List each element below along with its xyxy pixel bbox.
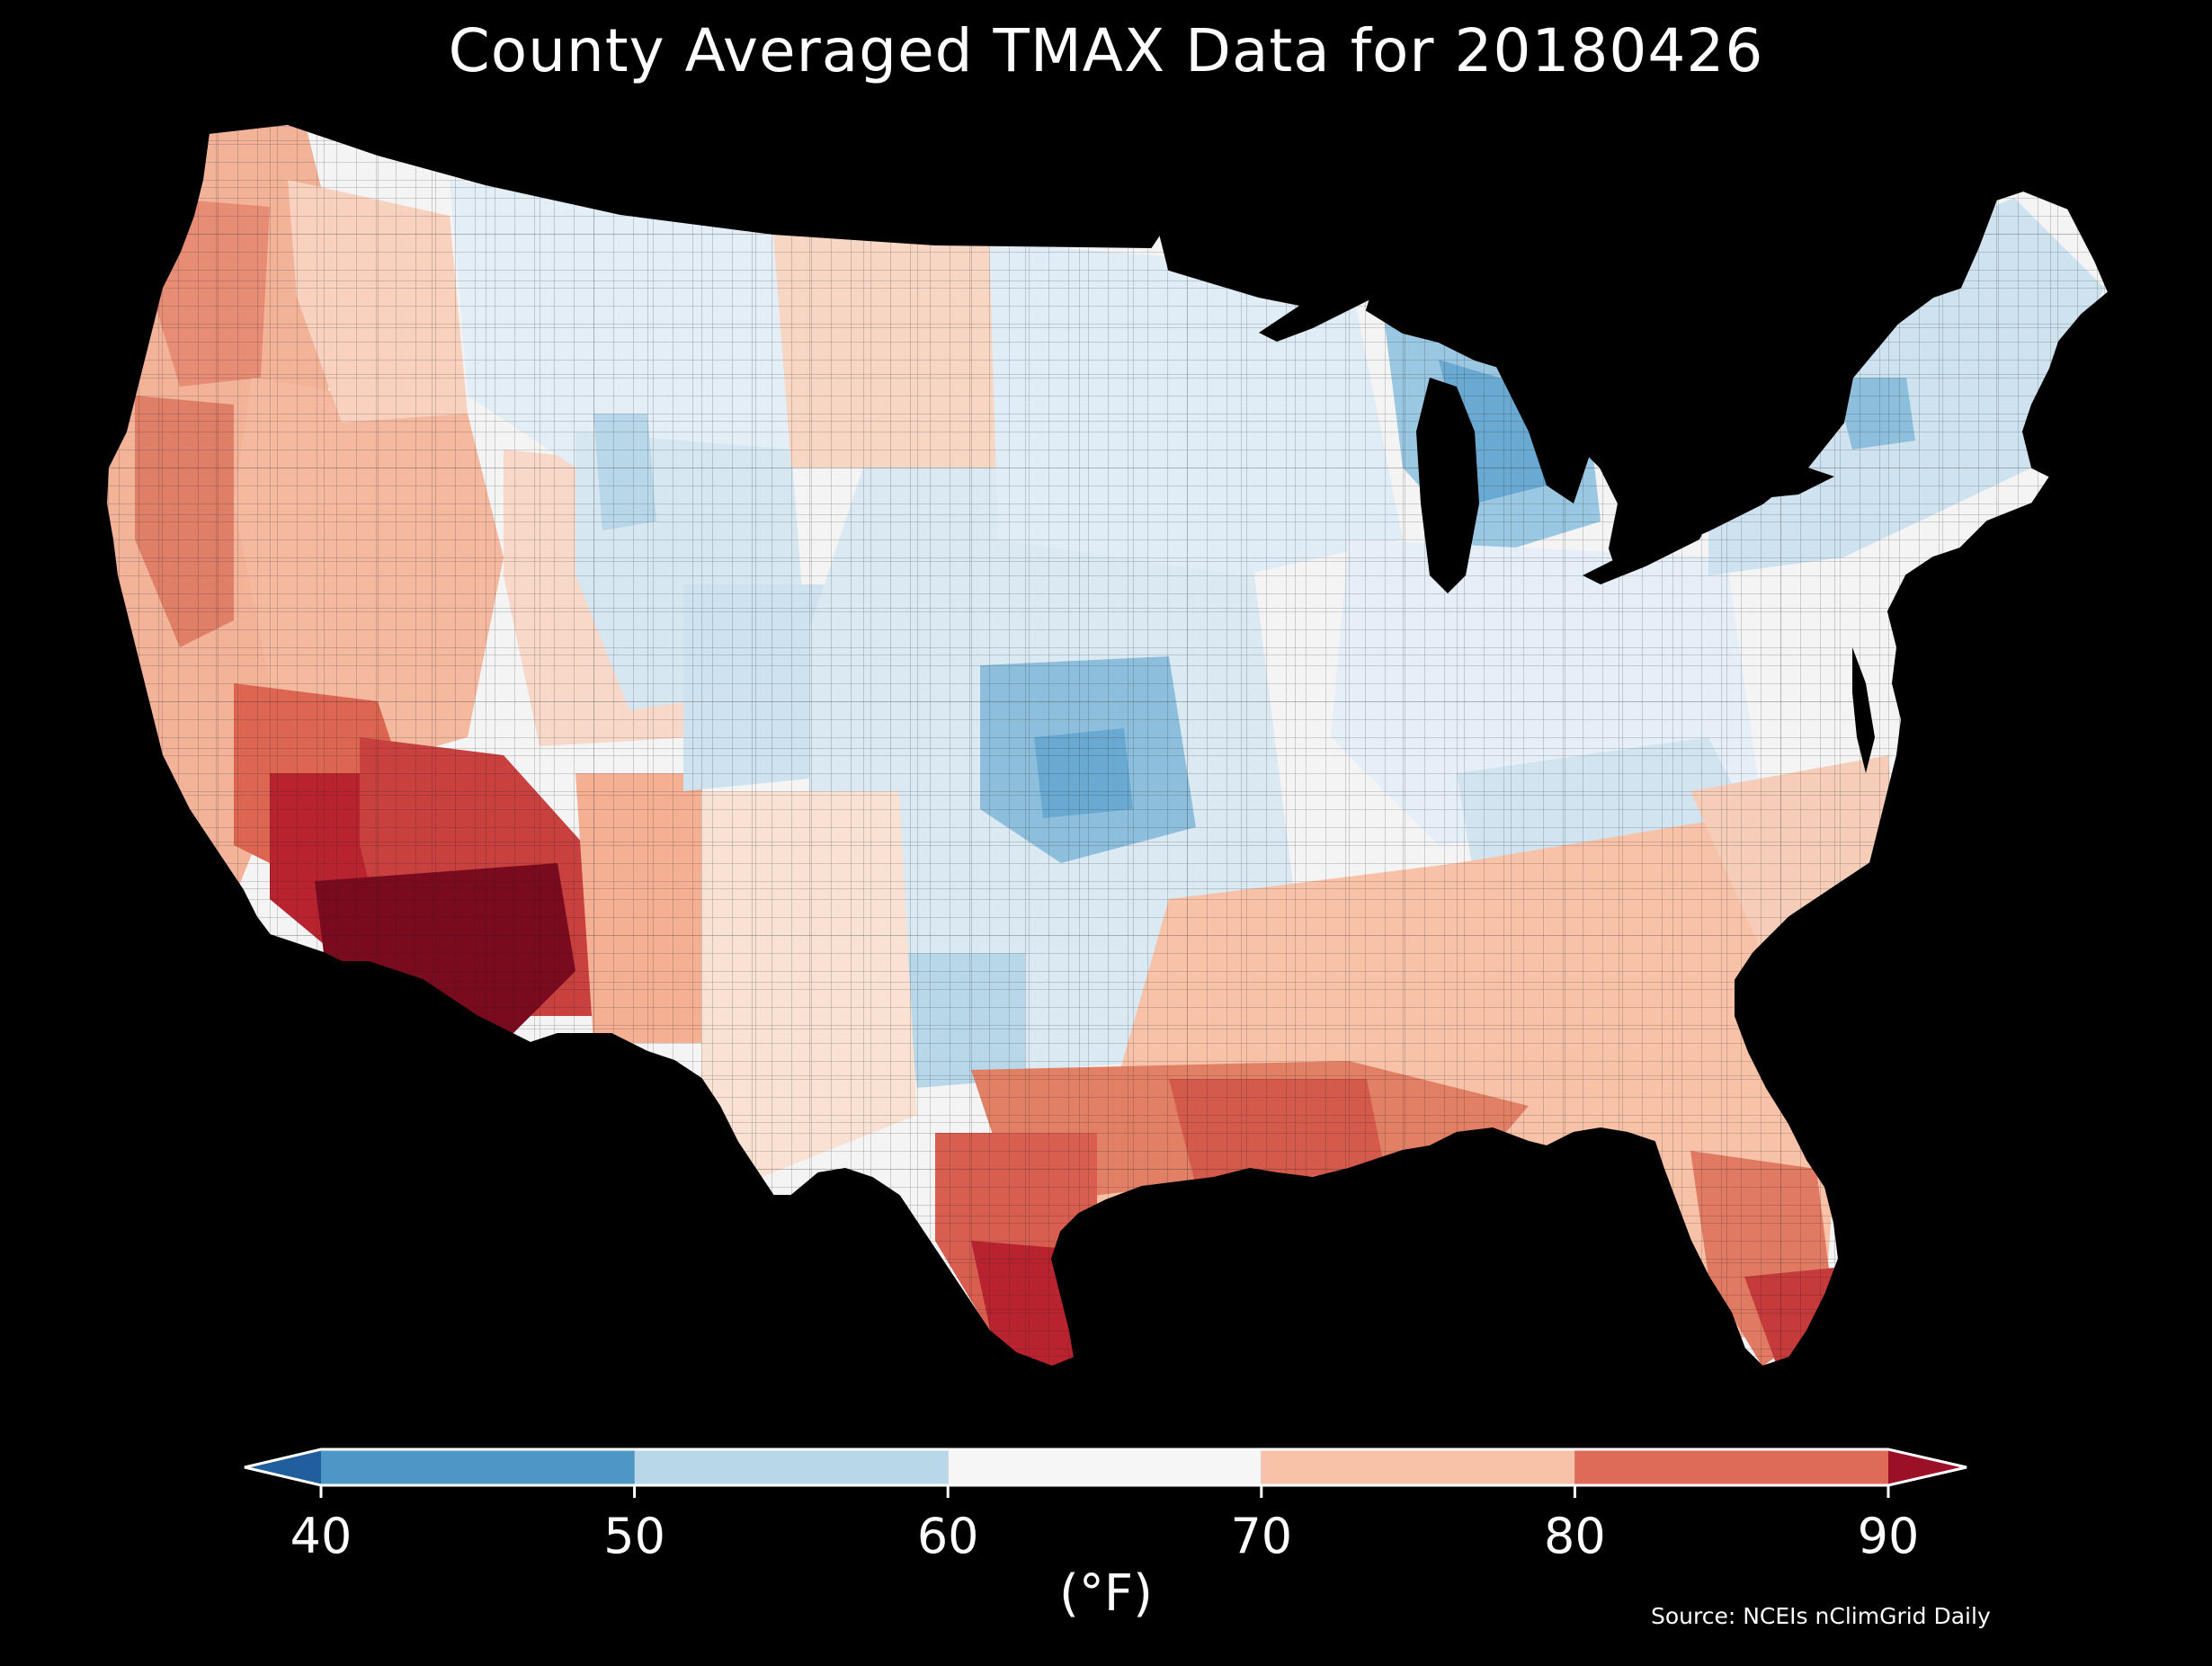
- colorbar-over-arrow: [1888, 1449, 1967, 1485]
- map-title: County Averaged TMAX Data for 20180426: [448, 16, 1764, 85]
- colorbar-ticks: 40 50 60 70 80 90: [290, 1485, 1920, 1564]
- colorbar-bin-80-90: [1574, 1449, 1888, 1485]
- lake-ontario: [1744, 468, 1834, 499]
- colorbar-under-arrow: [245, 1449, 321, 1485]
- lake-michigan: [1416, 378, 1479, 593]
- colorbar-bin-50-60: [634, 1449, 949, 1485]
- colorbar-tick-label: 60: [917, 1508, 979, 1564]
- colorbar-unit-label: (°F): [1059, 1564, 1153, 1623]
- colorbar-tick-label: 40: [290, 1508, 352, 1564]
- colorbar-bin-40-50: [321, 1449, 635, 1485]
- colorbar-bin-60-70: [948, 1449, 1262, 1485]
- colorbar-bins: [321, 1449, 1888, 1485]
- colorbar-tick-label: 70: [1230, 1508, 1292, 1564]
- colorbar: 40 50 60 70 80 90: [244, 1448, 1967, 1564]
- source-note: Source: NCEIs nClimGrid Daily: [1651, 1603, 1991, 1629]
- colorbar-tick-label: 80: [1544, 1508, 1606, 1564]
- chesapeake-bay: [1852, 647, 1875, 773]
- great-lakes: [1259, 270, 1875, 773]
- lake-erie: [1583, 521, 1708, 584]
- colorbar-tick-label: 90: [1858, 1508, 1920, 1564]
- lake-huron: [1493, 351, 1592, 503]
- lake-superior: [1259, 270, 1403, 342]
- colorbar-bin-70-80: [1261, 1449, 1575, 1485]
- colorbar-tick-label: 50: [603, 1508, 665, 1564]
